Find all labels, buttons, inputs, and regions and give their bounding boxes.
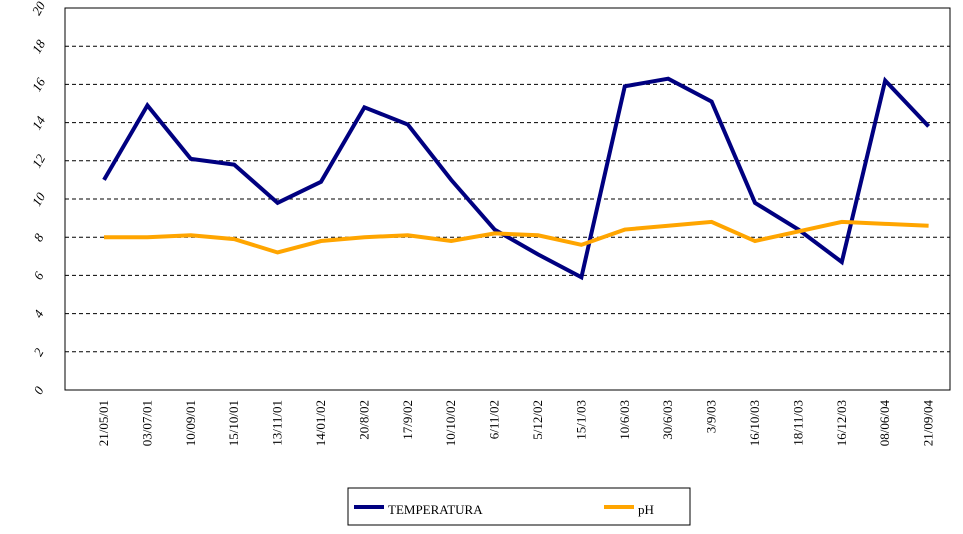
x-tick-label: 03/07/01 [139, 400, 154, 446]
y-tick-label: 8 [30, 230, 46, 244]
y-tick-label: 4 [30, 307, 46, 321]
x-tick-label: 16/10/03 [747, 400, 762, 446]
x-tick-label: 17/9/02 [400, 400, 415, 440]
x-tick-label: 30/6/03 [660, 400, 675, 440]
line-series [104, 219, 929, 255]
y-tick-label: 18 [29, 37, 49, 56]
x-tick-label: 15/10/01 [226, 400, 241, 446]
legend-label: pH [638, 502, 654, 517]
y-tick-label: 12 [29, 151, 49, 170]
x-tick-label: 21/09/04 [921, 400, 936, 447]
y-tick-label: 16 [29, 75, 49, 94]
x-tick-label: 10/09/01 [183, 400, 198, 446]
x-tick-label: 08/06/04 [877, 400, 892, 447]
legend-label: TEMPERATURA [388, 502, 483, 517]
x-tick-label: 10/6/03 [617, 400, 632, 440]
y-tick-label: 2 [30, 345, 46, 359]
x-tick-label: 21/05/01 [96, 400, 111, 446]
x-tick-label: 16/12/03 [834, 400, 849, 446]
x-tick-label: 13/11/01 [270, 400, 285, 446]
x-tick-label: 14/01/02 [313, 400, 328, 446]
x-tick-label: 6/11/02 [487, 400, 502, 439]
x-tick-label: 20/8/02 [356, 400, 371, 440]
x-tick-label: 15/1/03 [573, 400, 588, 440]
y-tick-label: 20 [29, 0, 49, 18]
y-tick-label: 14 [29, 113, 49, 132]
x-tick-label: 3/9/03 [704, 400, 719, 433]
y-tick-label: 10 [29, 189, 49, 208]
line-series [102, 76, 931, 281]
x-tick-label: 18/11/03 [790, 400, 805, 446]
y-tick-label: 6 [30, 269, 46, 283]
y-tick-label: 0 [30, 383, 46, 397]
x-tick-label: 5/12/02 [530, 400, 545, 440]
x-tick-label: 10/10/02 [443, 400, 458, 446]
